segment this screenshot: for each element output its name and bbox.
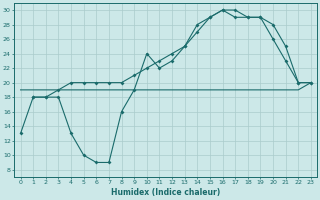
X-axis label: Humidex (Indice chaleur): Humidex (Indice chaleur) — [111, 188, 220, 197]
